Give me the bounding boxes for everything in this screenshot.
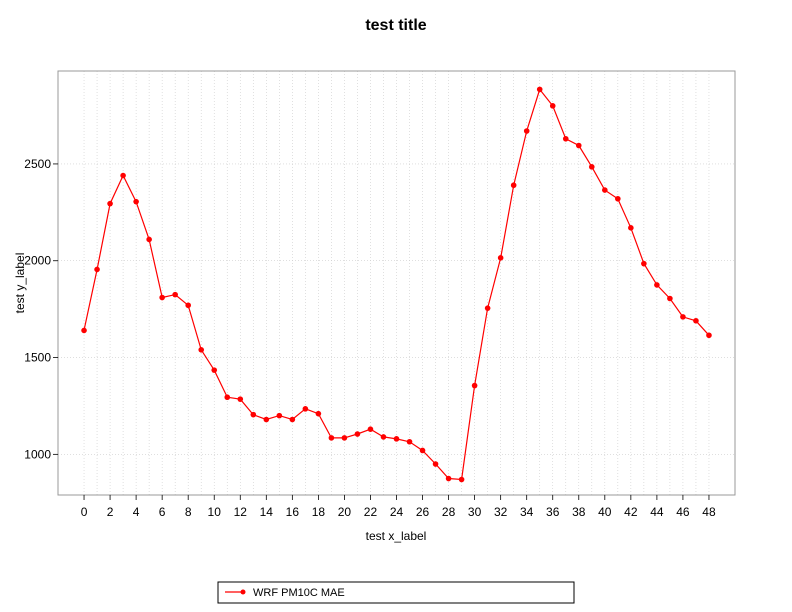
data-point — [641, 260, 647, 267]
data-point — [367, 426, 374, 432]
data-point — [588, 164, 595, 170]
data-point — [680, 314, 686, 320]
grid — [58, 71, 735, 495]
data-point — [354, 431, 361, 437]
data-point — [458, 476, 465, 483]
data-point — [693, 317, 699, 324]
data-point — [445, 475, 452, 482]
data-point — [328, 435, 335, 441]
data-point — [94, 266, 100, 273]
data-point — [224, 394, 231, 401]
x-tick-label: 46 — [676, 505, 690, 519]
series-group — [81, 86, 712, 483]
x-axis: 0 2 4 6 8 10 12 14 16 18 20 22 24 26 28 30 32 34 36 38 40 42 4… — [81, 495, 716, 519]
data-point — [159, 294, 165, 301]
x-tick-label: 14 — [260, 505, 274, 519]
x-tick-label: 22 — [364, 505, 378, 519]
data-point — [615, 195, 621, 202]
data-point — [510, 182, 517, 189]
x-tick-label: 24 — [390, 505, 404, 519]
x-tick-label: 44 — [650, 505, 664, 519]
legend-marker — [240, 589, 246, 595]
x-tick-label: 34 — [520, 505, 534, 519]
x-tick-label: 6 — [159, 505, 166, 519]
data-point — [523, 128, 530, 134]
data-point — [276, 412, 283, 419]
x-tick-label: 8 — [185, 505, 192, 519]
x-tick-label: 16 — [286, 505, 300, 519]
y-tick-label: 1000 — [24, 447, 51, 461]
data-point — [380, 434, 387, 440]
x-axis-label: test x_label — [366, 529, 427, 543]
legend-label: WRF PM10C MAE — [253, 587, 345, 599]
data-point — [471, 382, 478, 389]
data-point — [575, 142, 582, 149]
data-point — [315, 410, 322, 417]
legend: WRF PM10C MAE — [217, 581, 575, 604]
data-point — [250, 411, 257, 418]
data-point — [263, 416, 270, 423]
data-point — [211, 367, 218, 373]
data-point — [146, 236, 152, 243]
y-tick-label: 2000 — [24, 254, 51, 268]
x-tick-label: 4 — [133, 505, 140, 519]
x-tick-label: 2 — [107, 505, 114, 519]
x-tick-label: 32 — [494, 505, 508, 519]
x-tick-label: 20 — [338, 505, 352, 519]
x-tick-label: 40 — [598, 505, 612, 519]
y-tick-label: 2500 — [24, 157, 51, 171]
data-point — [341, 435, 348, 441]
data-point — [107, 200, 113, 207]
y-axis-label: test y_label — [13, 253, 27, 314]
data-point — [497, 255, 504, 261]
data-point — [81, 327, 87, 334]
data-point — [706, 332, 712, 339]
data-point — [419, 447, 426, 454]
data-point — [549, 103, 556, 109]
y-axis: 1000 1500 2000 2500 — [24, 157, 58, 461]
data-point — [602, 187, 608, 193]
x-tick-label: 48 — [702, 505, 716, 519]
x-tick-label: 0 — [81, 505, 88, 519]
x-tick-label: 12 — [234, 505, 248, 519]
data-point — [172, 291, 178, 298]
x-tick-label: 36 — [546, 505, 560, 519]
data-point — [393, 436, 400, 442]
data-point — [536, 86, 543, 93]
data-point — [654, 282, 660, 288]
data-point — [198, 346, 205, 353]
x-tick-label: 30 — [468, 505, 482, 519]
x-tick-label: 38 — [572, 505, 586, 519]
data-point — [628, 225, 634, 231]
data-point — [237, 396, 244, 402]
data-point — [484, 305, 491, 311]
x-tick-label: 28 — [442, 505, 456, 519]
data-point — [667, 295, 673, 302]
x-tick-label: 42 — [624, 505, 638, 519]
x-tick-label: 18 — [312, 505, 326, 519]
data-point — [406, 438, 413, 445]
legend-box — [217, 581, 575, 604]
data-point — [289, 416, 296, 423]
data-point — [562, 135, 569, 142]
data-point — [432, 461, 439, 467]
x-tick-label: 26 — [416, 505, 430, 519]
data-point — [120, 172, 126, 179]
data-point — [302, 406, 309, 412]
x-tick-label: 10 — [208, 505, 222, 519]
data-point — [133, 198, 139, 205]
y-tick-label: 1500 — [24, 351, 51, 365]
chart-title: test title — [365, 17, 426, 34]
data-point — [185, 302, 191, 309]
